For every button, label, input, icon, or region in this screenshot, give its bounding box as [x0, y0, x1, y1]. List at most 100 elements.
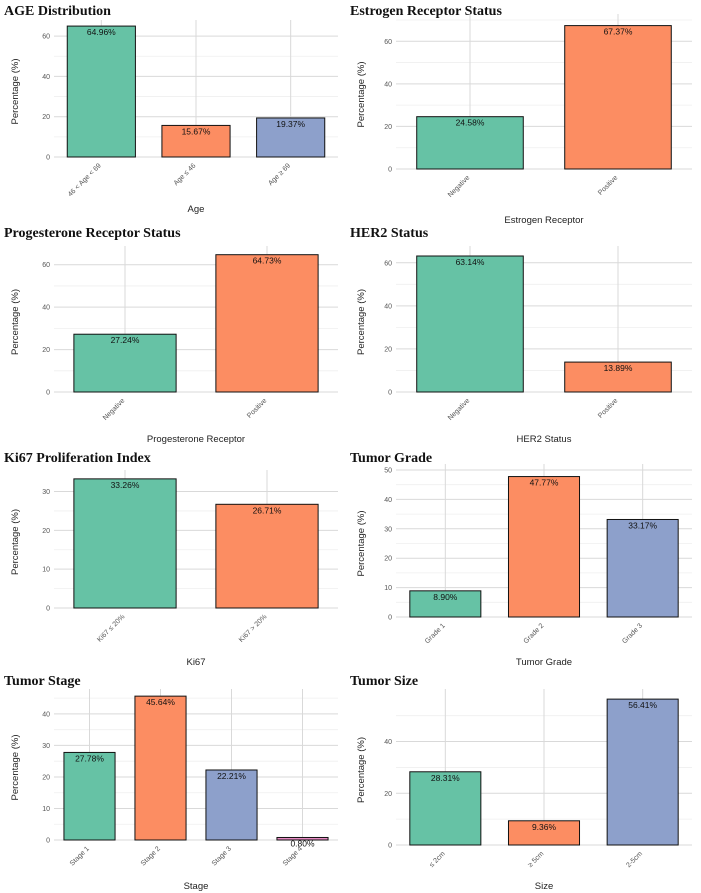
y-tick-label: 0	[46, 838, 50, 845]
data-label: 9.36%	[532, 822, 557, 832]
bar	[215, 503, 319, 609]
y-tick-label: 10	[42, 567, 50, 574]
panel-tumor-size: Tumor Size 0 20 40 28.31% ≤ 2cm 9.36% ≥ 5cm 56.4…	[350, 670, 697, 892]
x-axis-label: Stage	[184, 881, 209, 892]
y-tick-label: 20	[42, 528, 50, 535]
y-tick-label: 30	[42, 743, 50, 750]
chart-title: AGE Distribution	[4, 4, 111, 19]
chart-svg: Progesterone Receptor Status 0 20 40 60 27.24…	[4, 226, 338, 445]
y-tick-label: 20	[384, 346, 392, 353]
bar	[507, 820, 581, 846]
x-tick-label: Age ≥ 69	[267, 162, 292, 187]
bar	[205, 769, 258, 841]
chart-title: Estrogen Receptor Status	[350, 4, 502, 19]
x-tick-label: Grade 2	[523, 622, 546, 645]
chart-svg: Tumor Grade 0 10 20 30 40 50 8.90% Grade 1 47.77%…	[350, 451, 692, 668]
chart-svg: HER2 Status 0 20 40 60 63.14% Negative 13.89% Po…	[350, 226, 692, 445]
bar	[409, 771, 482, 846]
x-tick-label: 2-5cm	[625, 850, 644, 869]
x-tick-label: 46 < Age < 69	[67, 162, 103, 198]
y-tick-label: 0	[388, 390, 392, 397]
x-axis-label: Ki67	[186, 657, 205, 668]
x-axis-label: Estrogen Receptor	[504, 215, 583, 226]
panel-her2-status: HER2 Status 0 20 40 60 63.14% Negative 13.89% Po…	[350, 222, 697, 445]
chart-title: Progesterone Receptor Status	[4, 226, 181, 241]
data-label: 27.24%	[111, 335, 140, 345]
panel-tumor-stage: Tumor Stage 0 10 20 30 40 27.78% Stage 1 45.64% S…	[4, 670, 344, 892]
bar	[134, 695, 187, 841]
bar	[256, 117, 326, 158]
bar	[606, 518, 679, 618]
x-tick-label: Ki67 > 20%	[238, 613, 268, 643]
bar	[215, 254, 319, 393]
y-tick-label: 0	[46, 390, 50, 397]
x-axis-label: Size	[535, 881, 553, 892]
y-tick-label: 40	[384, 739, 392, 746]
x-axis-label: HER2 Status	[517, 434, 572, 445]
y-tick-label: 10	[42, 806, 50, 813]
bar	[73, 478, 177, 609]
chart-title: Tumor Size	[350, 674, 418, 689]
x-axis-label: Progesterone Receptor	[147, 434, 245, 445]
data-label: 45.64%	[146, 697, 175, 707]
data-label: 26.71%	[253, 505, 282, 515]
y-tick-label: 20	[42, 774, 50, 781]
data-label: 64.96%	[87, 27, 116, 37]
y-tick-label: 50	[384, 468, 392, 475]
y-tick-label: 60	[42, 262, 50, 269]
chart-svg: Ki67 Proliferation Index 0 10 20 30 33.26% Ki6…	[4, 451, 338, 668]
data-label: 0.80%	[290, 838, 315, 848]
x-tick-label: Positive	[597, 397, 619, 419]
y-tick-label: 20	[384, 124, 392, 131]
data-label: 63.14%	[456, 257, 485, 267]
data-label: 47.77%	[530, 478, 559, 488]
bar	[161, 124, 231, 158]
data-label: 19.37%	[276, 119, 305, 129]
y-axis-label: Percentage (%)	[10, 58, 21, 124]
y-tick-label: 40	[42, 711, 50, 718]
panel-tumor-grade: Tumor Grade 0 10 20 30 40 50 8.90% Grade 1 47.77%…	[350, 447, 697, 668]
y-tick-label: 60	[384, 260, 392, 267]
panel-progesterone-receptor: Progesterone Receptor Status 0 20 40 60 27.24…	[4, 222, 344, 445]
chart-svg: AGE Distribution 0 20 40 60 64.96% 46 < Age < …	[4, 4, 338, 215]
data-label: 15.67%	[182, 126, 211, 136]
bar	[276, 836, 329, 841]
chart-title: Ki67 Proliferation Index	[4, 451, 151, 466]
y-tick-label: 40	[384, 81, 392, 88]
y-axis-label: Percentage (%)	[10, 289, 21, 355]
y-tick-label: 20	[42, 114, 50, 121]
y-tick-label: 0	[46, 606, 50, 613]
y-tick-label: 0	[46, 155, 50, 162]
bar	[564, 361, 672, 393]
x-tick-label: Stage 2	[140, 845, 162, 867]
bar	[63, 751, 116, 841]
y-tick-label: 10	[384, 585, 392, 592]
y-axis-label: Percentage (%)	[356, 289, 367, 355]
y-axis-label: Percentage (%)	[10, 509, 21, 575]
bar	[73, 333, 177, 393]
bar	[507, 476, 581, 618]
chart-title: Tumor Stage	[4, 674, 81, 689]
data-label: 27.78%	[75, 753, 104, 763]
y-tick-label: 20	[384, 791, 392, 798]
y-tick-label: 0	[388, 167, 392, 174]
bar	[606, 698, 679, 846]
data-label: 22.21%	[217, 771, 246, 781]
chart-svg: Tumor Size 0 20 40 28.31% ≤ 2cm 9.36% ≥ 5cm 56.4…	[350, 674, 692, 892]
y-tick-label: 40	[42, 305, 50, 312]
y-axis-label: Percentage (%)	[10, 734, 21, 800]
x-tick-label: Grade 3	[621, 622, 644, 645]
y-tick-label: 30	[384, 526, 392, 533]
x-tick-label: Stage 4	[282, 845, 304, 867]
y-tick-label: 0	[388, 615, 392, 622]
panel-ki67-index: Ki67 Proliferation Index 0 10 20 30 33.26% Ki6…	[4, 447, 344, 668]
y-tick-label: 60	[42, 34, 50, 41]
data-label: 33.17%	[628, 520, 657, 530]
data-label: 67.37%	[604, 27, 633, 37]
y-tick-label: 60	[384, 39, 392, 46]
x-tick-label: Positive	[597, 174, 619, 196]
panel-age-distribution: AGE Distribution 0 20 40 60 64.96% 46 < Age < …	[4, 0, 344, 215]
x-tick-label: Negative	[447, 174, 472, 199]
x-axis-label: Age	[188, 204, 205, 215]
